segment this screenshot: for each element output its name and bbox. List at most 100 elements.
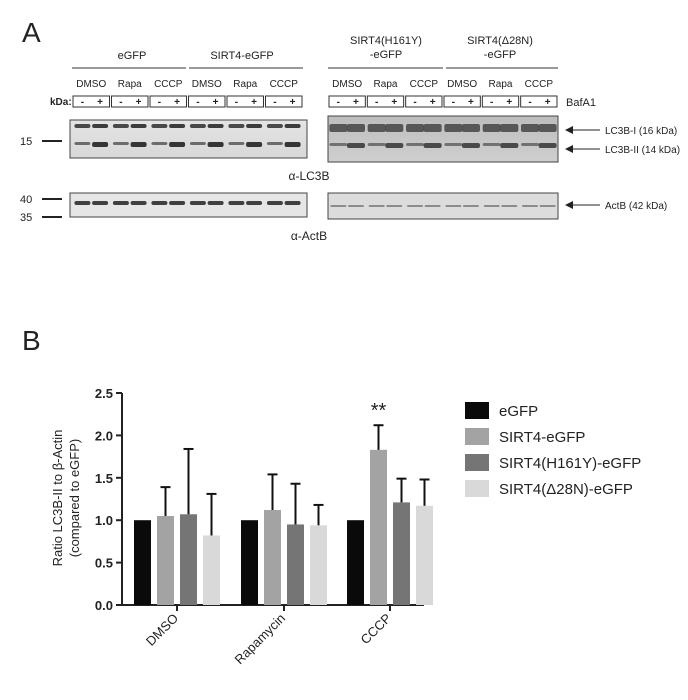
lc3b-ii-band — [521, 143, 540, 146]
bafa1-sign: + — [97, 97, 103, 108]
y-axis-title-line2: (compared to eGFP) — [67, 439, 82, 558]
lc3b-i-band — [367, 124, 386, 132]
actb-band — [112, 201, 129, 205]
lc3b-i-band — [406, 124, 425, 132]
y-tick-label: 2.0 — [95, 428, 113, 443]
y-axis-title-line1: Ratio LC3B-II to β-Actin — [50, 430, 65, 567]
bafa1-sign: + — [430, 97, 436, 108]
bar — [393, 502, 410, 605]
treatment-label: DMSO — [192, 79, 222, 90]
treatment-label: CCCP — [525, 79, 554, 90]
actb-band — [368, 205, 385, 207]
lc3b-i-band — [482, 124, 501, 132]
actb-bands — [74, 201, 556, 207]
actb-band — [130, 201, 147, 205]
bar — [134, 520, 151, 605]
group-label-d28n-line2: -eGFP — [484, 49, 516, 61]
bafa1-sign: - — [119, 97, 122, 108]
actb-band — [189, 201, 206, 205]
actb-band — [462, 205, 479, 207]
bafa1-sign: + — [174, 97, 180, 108]
treatment-label: Rapa — [118, 79, 142, 90]
actb-band — [347, 205, 364, 207]
lc3b-ii-band — [284, 142, 301, 147]
sign-box — [405, 95, 443, 108]
bafa1-sign: - — [490, 97, 493, 108]
panel-b: B Ratio LC3B-II to β-Actin (compared to … — [22, 325, 641, 667]
y-tick-label: 2.5 — [95, 386, 113, 401]
actb-band — [246, 201, 263, 205]
sign-box — [111, 95, 149, 108]
lc3b-i-band — [207, 124, 224, 128]
lc3b-ii-band — [246, 142, 263, 147]
lc3b-ii-band — [169, 142, 186, 147]
lc3b-i-band — [329, 124, 348, 132]
bafa1-sign: + — [545, 97, 551, 108]
group-label-d28n-line1: SIRT4(Δ28N) — [467, 35, 533, 47]
panel-a-letter: A — [22, 17, 41, 48]
chart-legend: eGFP SIRT4-eGFP SIRT4(H161Y)-eGFP SIRT4(Δ28… — [465, 402, 641, 498]
lc3b-i-band — [228, 124, 245, 128]
treatment-label: Rapa — [374, 79, 398, 90]
actb-band — [424, 205, 441, 207]
actb-band — [407, 205, 424, 207]
bafa1-sign: - — [413, 97, 416, 108]
lc3b-ii-label: LC3B-II (14 kDa) — [605, 145, 680, 156]
actb-band — [74, 201, 91, 205]
bafa1-sign: + — [251, 97, 257, 108]
actb-band — [284, 201, 301, 205]
lc3b-i-band — [284, 124, 301, 128]
antibody-actb-label: α-ActB — [291, 229, 327, 243]
lc3b-ii-band — [385, 143, 404, 148]
bafa1-sign: + — [506, 97, 512, 108]
lc3b-ii-band — [329, 143, 348, 146]
treatment-label: Rapa — [489, 79, 513, 90]
bafa1-label: BafA1 — [566, 97, 596, 109]
antibody-lc3b-label: α-LC3B — [289, 169, 330, 183]
lc3b-i-band — [74, 124, 91, 128]
bar — [157, 515, 174, 605]
sign-box — [149, 95, 187, 108]
y-tick-label: 0.5 — [95, 556, 113, 571]
bar — [310, 525, 327, 605]
lc3b-i-band — [169, 124, 186, 128]
actb-band — [228, 201, 245, 205]
lc3b-ii-band — [367, 143, 386, 146]
actb-band — [266, 201, 283, 205]
bafa1-sign: - — [81, 97, 84, 108]
lc3b-i-band — [189, 124, 206, 128]
lc3b-ii-band — [482, 143, 501, 146]
actb-blot-left — [69, 192, 308, 218]
actb-band — [92, 201, 109, 205]
bafa1-sign: + — [468, 97, 474, 108]
legend-label: SIRT4-eGFP — [499, 429, 585, 446]
bafa1-sign: + — [290, 97, 296, 108]
lc3b-i-band — [112, 124, 129, 128]
legend-label: SIRT4(Δ28N)-eGFP — [499, 481, 633, 498]
lc3b-i-band — [444, 124, 463, 132]
treatment-label: DMSO — [76, 79, 106, 90]
legend-swatch — [465, 454, 489, 471]
actb-band — [151, 201, 168, 205]
actb-band — [445, 205, 462, 207]
lc3b-i-band — [92, 124, 109, 128]
lc3b-ii-band — [207, 142, 224, 147]
actb-band — [386, 205, 403, 207]
group-label-h161y-line2: -eGFP — [370, 49, 402, 61]
marker-15: 15 — [20, 136, 32, 148]
lc3b-ii-band — [228, 142, 245, 145]
lc3b-ii-band — [189, 142, 206, 145]
lc3b-ii-band — [151, 142, 168, 145]
bar — [347, 520, 364, 605]
sign-box — [226, 95, 264, 108]
lc3b-i-band — [521, 124, 540, 132]
lc3b-ii-band — [500, 143, 519, 148]
bafa1-sign: + — [391, 97, 397, 108]
marker-35: 35 — [20, 212, 32, 224]
actb-band — [501, 205, 518, 207]
group-label-egfp: eGFP — [118, 50, 147, 62]
lc3b-i-band — [461, 124, 480, 132]
legend-swatch — [465, 428, 489, 445]
bar — [370, 449, 387, 605]
lc3b-ii-band — [538, 143, 557, 148]
